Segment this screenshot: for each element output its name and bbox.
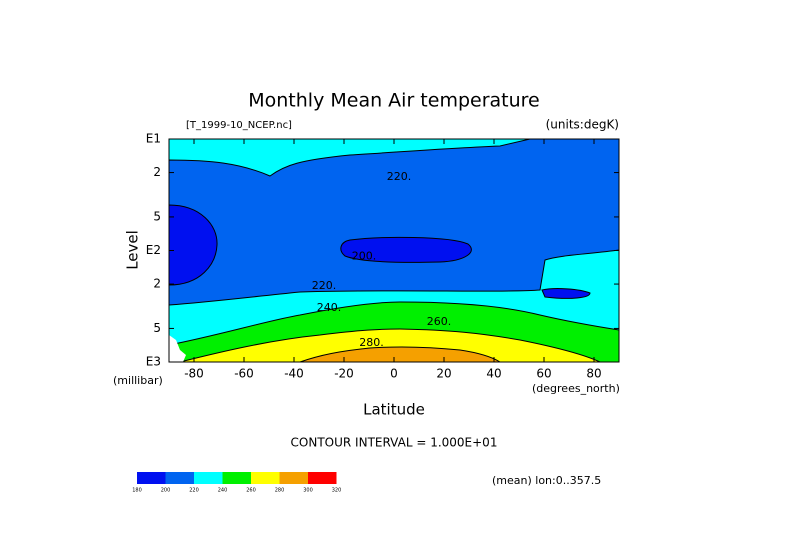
y-unit: (millibar) — [113, 374, 163, 387]
y-tick-label: E2 — [146, 243, 161, 257]
contour-fill — [179, 328, 601, 363]
contour-fill — [299, 346, 502, 363]
colorbar-swatch — [251, 472, 280, 484]
colorbar-label: 200 — [161, 488, 171, 494]
colorbar-swatch — [222, 472, 251, 484]
chart-title: Monthly Mean Air temperature — [248, 90, 539, 112]
contour-interval: CONTOUR INTERVAL = 1.000E+01 — [291, 436, 498, 450]
x-tick-label: 60 — [536, 367, 551, 381]
y-tick-label: 2 — [153, 277, 161, 291]
y-tick-label: 5 — [153, 209, 161, 223]
contour-label: 260. — [427, 315, 452, 328]
colorbar-label: 220 — [189, 488, 199, 494]
subtitle-right: (units:degK) — [546, 118, 619, 132]
contour-label: 280. — [359, 336, 384, 349]
colorbar-label: 240 — [218, 488, 228, 494]
x-tick-label: -20 — [334, 367, 354, 381]
x-tick-label: -60 — [234, 367, 254, 381]
x-tick-label: 0 — [390, 367, 398, 381]
x-tick-label: 80 — [586, 367, 601, 381]
x-tick-label: 40 — [486, 367, 501, 381]
missing-data — [169, 335, 186, 362]
subtitle-left: [T_1999-10_NCEP.nc] — [186, 120, 292, 131]
y-axis-label: Level — [124, 230, 142, 270]
colorbar-swatch — [194, 472, 223, 484]
colorbar-swatch — [165, 472, 194, 484]
contour-label: 200. — [352, 249, 377, 262]
x-axis-label: Latitude — [363, 401, 425, 419]
colorbar-label: 180 — [132, 488, 142, 494]
plot-area — [168, 138, 620, 363]
colorbar-swatch — [308, 472, 337, 484]
contour-fill — [340, 236, 472, 263]
x-tick-label: -80 — [184, 367, 204, 381]
contour-label: 220. — [387, 170, 412, 183]
colorbar-swatch — [137, 472, 166, 484]
colorbar-label: 260 — [246, 488, 256, 494]
colorbar-label: 280 — [275, 488, 285, 494]
colorbar-swatch — [279, 472, 308, 484]
contour-fill — [168, 204, 218, 286]
colorbar-label: 300 — [303, 488, 313, 494]
x-tick-label: -40 — [284, 367, 304, 381]
y-tick-label: 5 — [153, 321, 161, 335]
x-tick-label: 20 — [436, 367, 451, 381]
footer: (mean) lon:0..357.5 — [492, 474, 601, 487]
y-tick-label: E1 — [146, 132, 161, 146]
contour-label: 240. — [317, 301, 342, 314]
contour-fill — [541, 288, 591, 299]
y-tick-label: E3 — [146, 355, 161, 369]
x-unit: (degrees_north) — [532, 382, 620, 395]
y-tick-label: 2 — [153, 165, 161, 179]
colorbar-label: 320 — [332, 488, 342, 494]
contour-label: 220. — [312, 279, 337, 292]
